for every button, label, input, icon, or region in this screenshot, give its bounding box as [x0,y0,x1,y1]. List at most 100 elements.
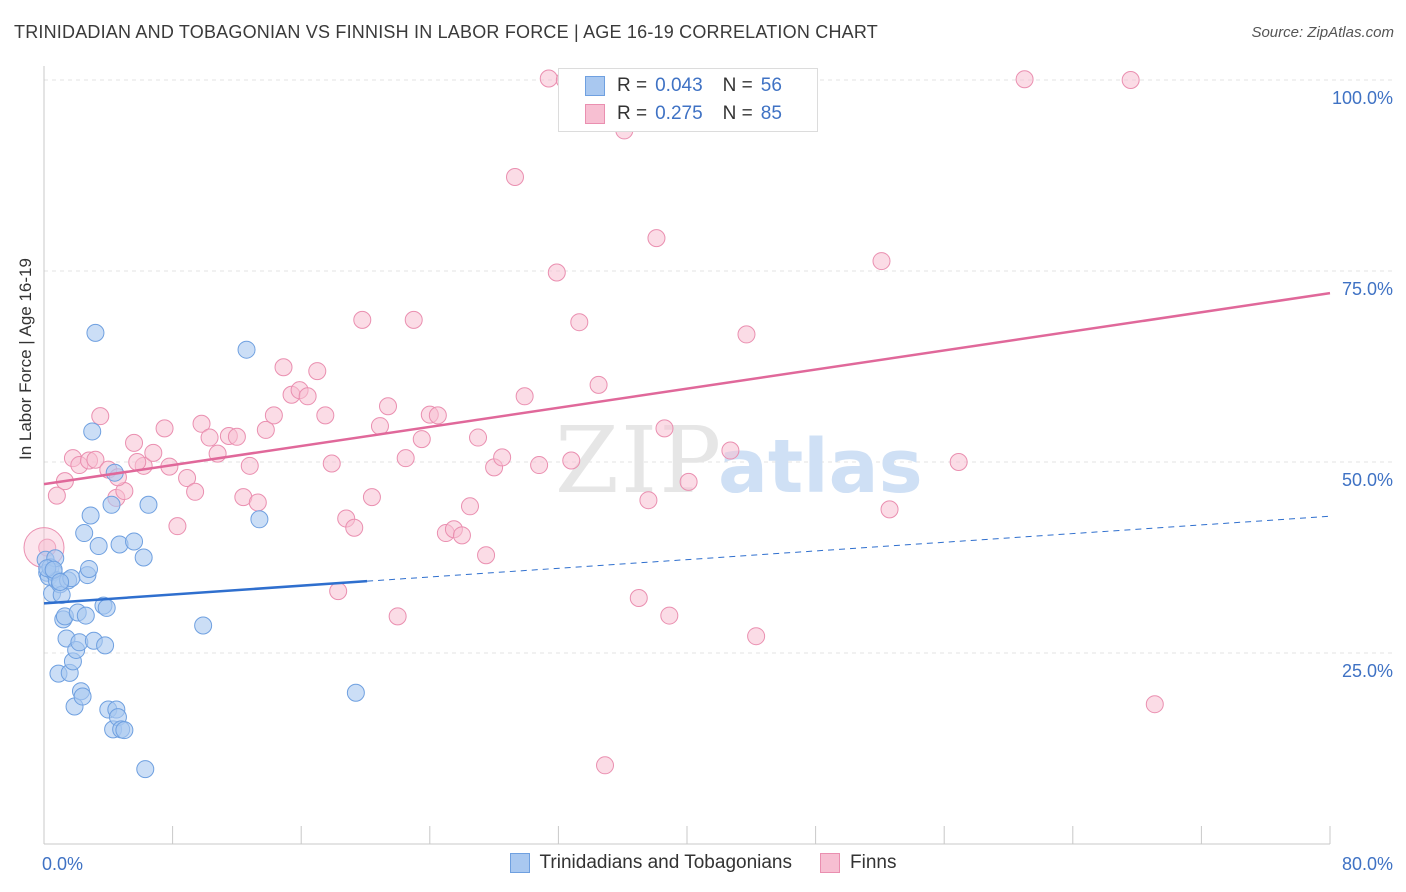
legend-r-label: R = [617,75,648,96]
y-tick-label: 75.0% [1342,279,1393,299]
finns-point [264,406,283,425]
finns-point [1121,71,1140,89]
trinidadian-point [250,510,269,529]
legend-r-value: 0.043 [655,75,703,96]
finns-point [200,428,219,447]
watermark-atlas: atlas [718,424,923,510]
finns-point [404,310,423,329]
legend-swatch-pink [585,104,605,124]
finns-point [460,497,479,516]
finns-point [530,456,549,475]
trinidadian-point [97,598,116,617]
finns-point [562,451,581,470]
trinidadian-point [96,636,115,655]
trinidadian-point [75,524,94,543]
finns-point [186,482,205,501]
finns-point [880,500,899,519]
trinidadian-trend-line [43,579,368,605]
finns-point [639,491,658,510]
finns-point [1015,70,1034,89]
axes [43,66,1331,845]
trinidadian-point [102,495,121,514]
trinidadian-point [89,537,108,556]
finns-point [125,433,144,452]
finns-point [155,419,174,438]
x-tick-label-min: 0.0% [42,854,83,874]
series-legend-label: Finns [850,852,897,873]
finns-point [379,397,398,416]
trinidadian-point [237,340,256,359]
tick-labels: 25.0% 50.0% 75.0% 100.0% 0.0% 80.0% [42,88,1393,874]
finns-point [629,588,648,607]
trinidadian-point [51,572,70,591]
finns-point [660,606,679,625]
finns-point [515,387,534,406]
y-tick-label: 100.0% [1332,88,1393,108]
trinidadian-point [346,683,365,702]
trinidadian-points [36,323,365,779]
finns-trend-line [43,291,1331,486]
finns-point [452,526,471,545]
gridlines [44,79,1392,654]
finns-point [469,428,488,447]
series-legend: Trinidadians and Tobagonians Finns [0,852,1406,874]
trinidadian-point [86,323,105,342]
legend-n-value: 85 [760,103,782,124]
x-tick-label-max: 80.0% [1342,854,1393,874]
correlation-legend: R = 0.043 N = 56 R = 0.275 N = 85 [558,68,818,132]
finns-point [412,430,431,449]
finns-point [396,449,415,468]
finns-point [872,252,891,271]
finns-point [362,488,381,507]
source-credit: Source: ZipAtlas.com [1251,24,1394,41]
finns-point [168,517,187,536]
finns-point [949,453,968,471]
finns-point [547,263,566,282]
trinidadian-point [83,422,102,441]
watermark-zip: ZIP [555,407,723,514]
finns-point [477,546,496,565]
trend-lines [43,291,1331,605]
trinidadian-point [134,548,153,567]
legend-r-value: 0.275 [655,103,703,124]
finns-point [256,420,275,439]
finns-point [655,419,674,438]
legend-row-blue: R = 0.043 N = 56 [585,73,802,99]
series-legend-swatch-blue [509,853,530,873]
finns-point [144,443,163,462]
finns-point [570,313,589,332]
finns-point [721,441,740,460]
finns-point [1145,695,1164,714]
trinidadian-point [81,506,100,525]
finns-point [747,627,766,646]
finns-point [428,406,447,425]
finns-point [539,69,558,88]
finns-point [178,469,197,488]
finns-point [86,450,105,469]
trinidadian-point [73,687,92,706]
trinidadian-point [80,559,99,578]
series-legend-label: Trinidadians and Tobagonians [539,852,792,873]
finns-point [345,518,364,537]
trinidadian-point [125,532,144,551]
finns-point [240,456,259,475]
finns-point [679,472,698,491]
y-axis-label: In Labor Force | Age 16-19 [16,258,35,460]
legend-row-pink: R = 0.275 N = 85 [585,101,802,127]
finns-point [322,454,341,473]
finns-point [227,427,246,446]
finns-point [308,362,327,381]
chart-title: TRINIDADIAN AND TOBAGONIAN VS FINNISH IN… [14,22,878,42]
finns-point [128,453,147,471]
finns-point [589,375,608,394]
legend-n-label: N = [722,75,753,96]
legend-n-value: 56 [760,75,782,96]
y-tick-label: 25.0% [1342,661,1393,681]
finns-point [493,448,512,467]
finns-point [329,582,348,601]
legend-n-label: N = [722,103,753,124]
series-legend-item-finns: Finns [820,852,896,874]
finns-point [647,229,666,248]
finns-point [91,407,110,426]
